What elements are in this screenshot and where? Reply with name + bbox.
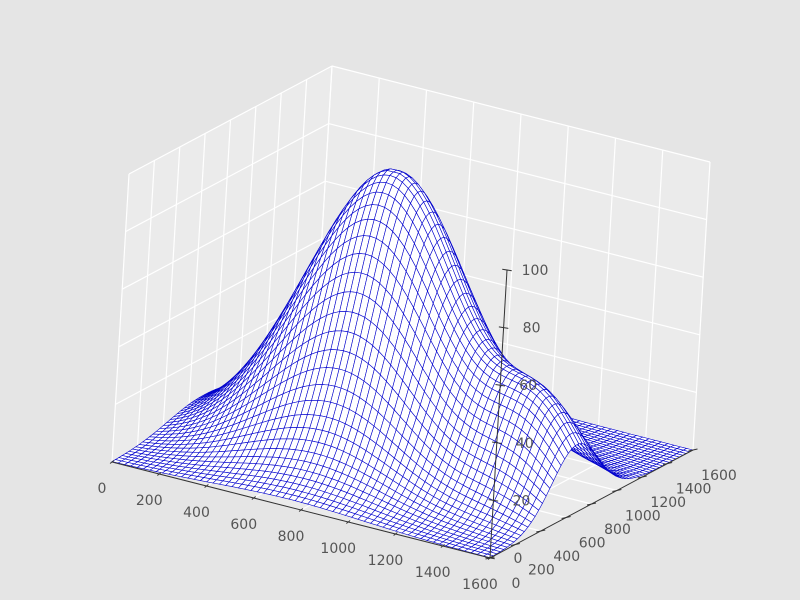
- x-tick-label: 1000: [320, 541, 356, 557]
- y-tick-label: 600: [579, 536, 606, 552]
- x-tick-label: 0: [98, 481, 107, 497]
- z-tick-label: 20: [512, 493, 530, 509]
- y-tick-label: 1600: [701, 468, 737, 484]
- z-tick-label: 80: [523, 321, 541, 337]
- z-tick-label: 0: [514, 551, 523, 567]
- x-tick-label: 1600: [462, 577, 498, 593]
- y-tick-label: 400: [553, 549, 580, 565]
- z-tick-label: 100: [522, 263, 549, 279]
- x-tick-label: 1400: [415, 565, 451, 581]
- y-tick-label: 0: [512, 576, 521, 592]
- x-tick-label: 1200: [368, 553, 404, 569]
- x-tick-label: 400: [183, 505, 210, 521]
- x-tick-label: 200: [136, 493, 163, 509]
- y-tick-label: 200: [528, 563, 555, 579]
- z-tick-label: 40: [516, 436, 534, 452]
- x-tick-label: 800: [278, 529, 305, 545]
- z-tick-label: 60: [519, 378, 537, 394]
- x-tick-label: 600: [230, 517, 257, 533]
